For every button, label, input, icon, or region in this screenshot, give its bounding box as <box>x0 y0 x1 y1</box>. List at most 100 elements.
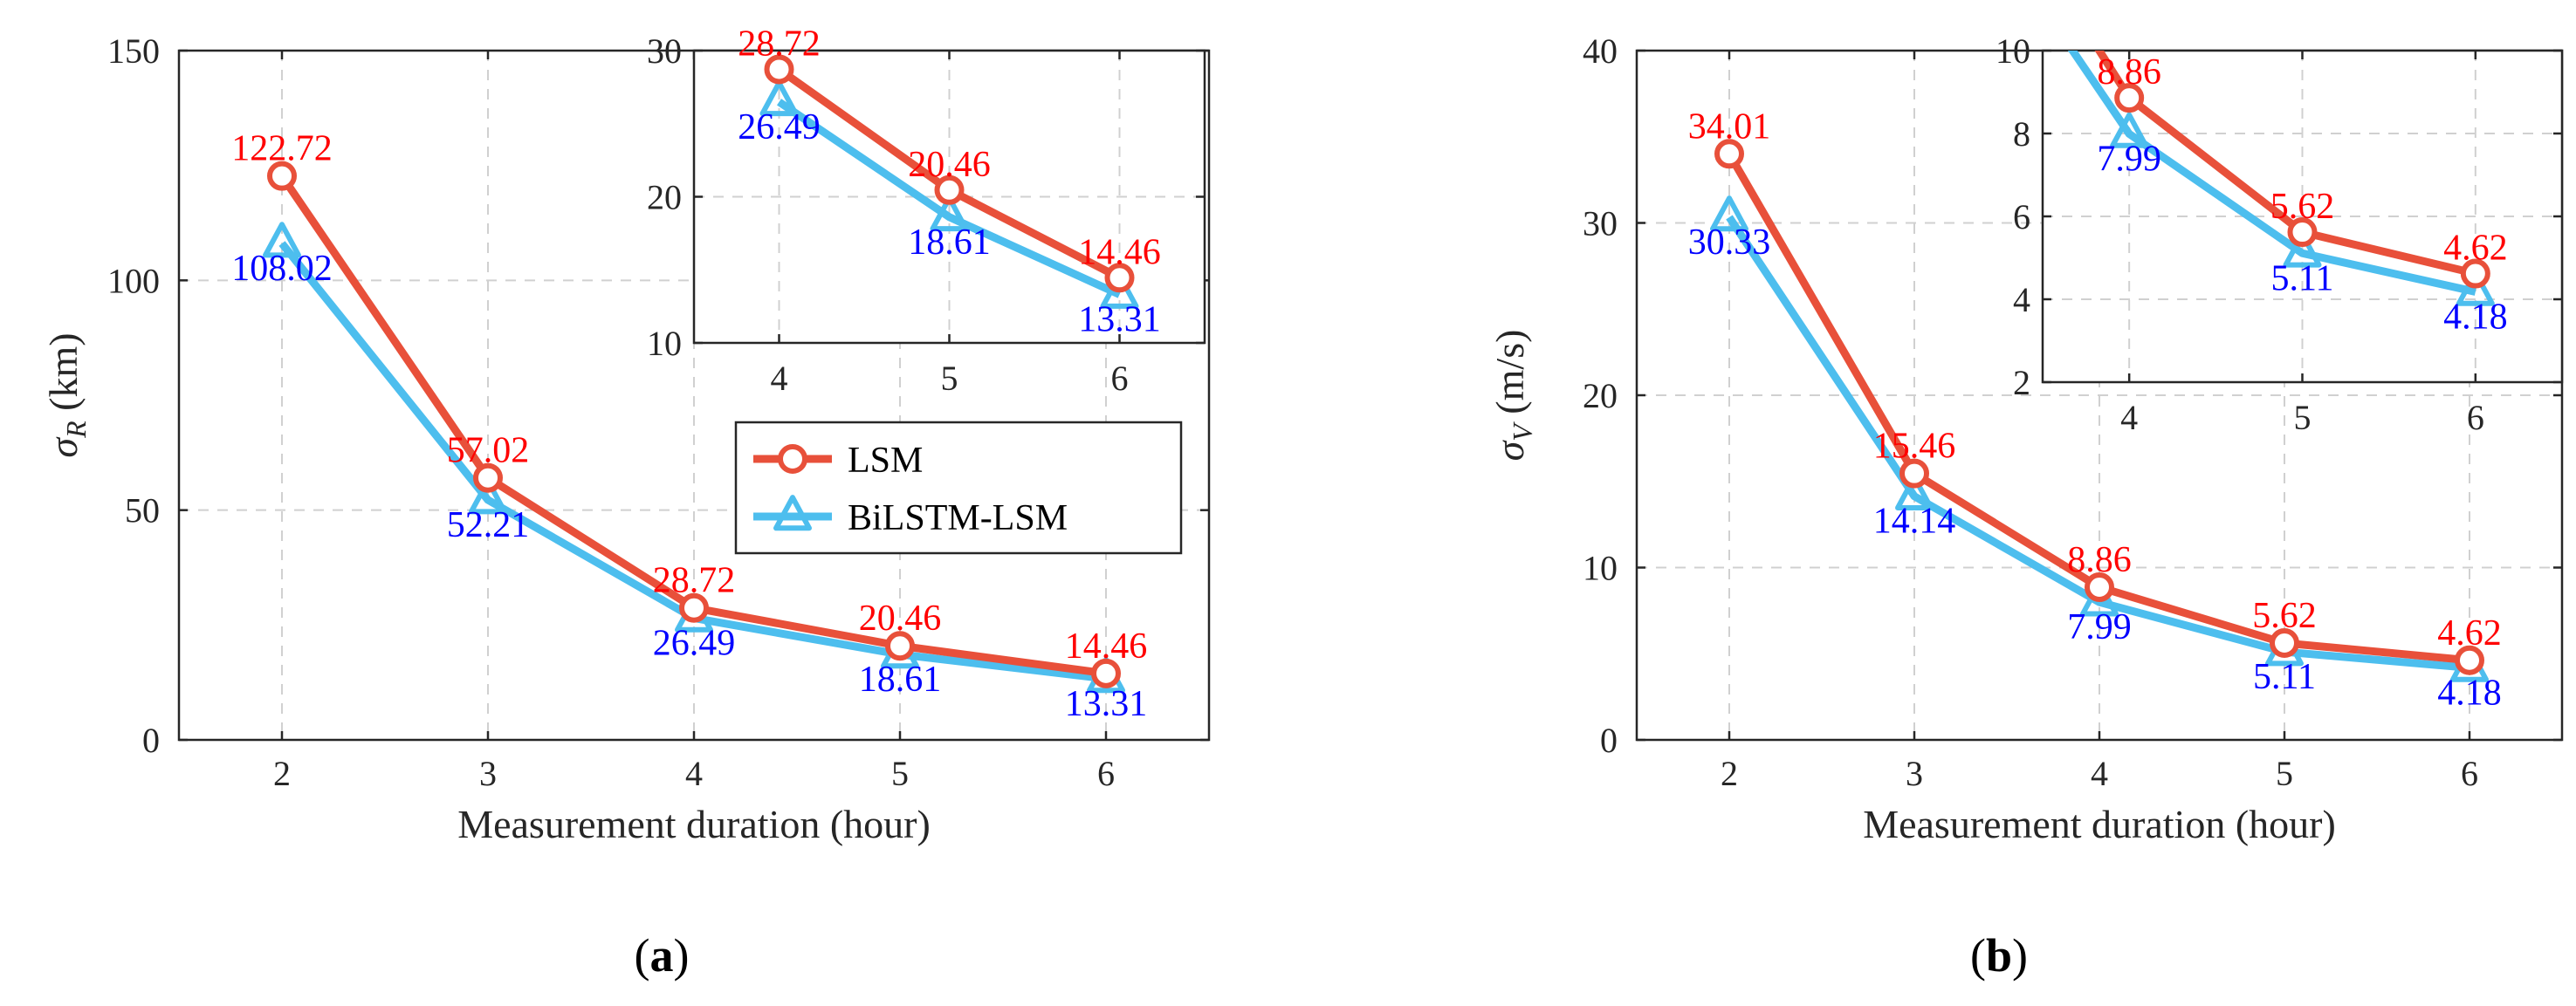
panel-b-inset-bilstm-data-label: 4.18 <box>2443 297 2508 337</box>
panel-b-bilstm-line <box>1726 215 2470 672</box>
panel-a-inset-tick-label-x: 6 <box>1111 359 1129 398</box>
panel-a-bilstm-data-label: 52.21 <box>447 505 530 545</box>
panel-b-inset-tick-label-x: 6 <box>2467 398 2484 437</box>
panel-a-inset-lsm-marker <box>1104 263 1135 293</box>
panel-b-main-ticks: 2 3 4 5 6 0 10 20 30 40 <box>1583 31 2562 793</box>
panel-b-inset-lsm-line <box>2094 51 2476 277</box>
panel-a-main-ticks: 2 3 4 5 6 0 50 100 150 <box>107 31 1209 793</box>
panel-a-main-tick-label-y: 100 <box>107 261 160 300</box>
panel-b-inset: 4 5 6 2 4 6 8 10 8.86 7.99 5.62 5.11 4.62 4.18 <box>1996 31 2564 437</box>
panel-b-inset-bilstm-marker <box>2283 231 2322 268</box>
panel-b-main-tick-label-y: 20 <box>1583 376 1618 415</box>
panel-a-xlabel: Measurement duration (hour) <box>457 802 931 846</box>
panel-b-inset-bilstm-marker <box>2110 112 2149 148</box>
panel-a-lsm-marker <box>885 631 915 661</box>
panel-b-inset-tick-label-x: 4 <box>2120 398 2138 437</box>
panel-b-inset-tick-label-y: 4 <box>2013 280 2030 319</box>
panel-a-main-tick-label-x: 2 <box>273 754 291 793</box>
panel-b-inset-grid <box>2043 51 2562 382</box>
panel-b-inset-lsm-marker <box>2287 217 2318 248</box>
panel-a-inset-bilstm-line <box>776 99 1122 298</box>
panel-b: 2 3 4 5 6 0 10 20 30 40 34.01 30.33 15.46 14.14 8.86 7.… <box>1487 31 2564 982</box>
panel-a-bilstm-marker <box>263 222 301 258</box>
panel-b-ylabel: σV (m/s) <box>1487 330 1538 462</box>
panel-b-lsm-data-label: 34.01 <box>1688 106 1771 147</box>
panel-a-inset-bilstm-marker <box>930 195 969 232</box>
panel-b-main-tick-label-y: 40 <box>1583 31 1618 71</box>
panel-b-inset-tick-label-x: 5 <box>2294 398 2312 437</box>
panel-b-lsm-data-label: 4.62 <box>2437 613 2502 654</box>
panel-a-bilstm-data-label: 26.49 <box>653 623 736 663</box>
panel-b-caption: (b) <box>1970 929 2028 982</box>
panel-b-inset-lsm-marker <box>2114 83 2145 113</box>
panel-a-inset-bilstm-data-label: 26.49 <box>738 107 821 147</box>
panel-a-inset-lsm-data-label: 14.46 <box>1078 232 1161 272</box>
panel-b-main-tick-label-y: 10 <box>1583 549 1618 588</box>
panel-b-lsm-marker <box>2085 572 2114 603</box>
panel-b-main-tick-label-x: 4 <box>2091 754 2108 793</box>
panel-b-lsm-data-label: 15.46 <box>1873 427 1956 467</box>
panel-a-inset-lsm-data-label: 20.46 <box>908 145 991 185</box>
panel-a-inset-lsm-data-label: 28.72 <box>738 24 821 64</box>
panel-a-inset-bilstm-marker <box>1100 272 1139 309</box>
panel-a-lsm-data-label: 20.46 <box>859 599 942 639</box>
panel-a-lsm-marker <box>1091 658 1121 688</box>
panel-b-inset-lsm-data-label: 8.86 <box>2097 52 2161 92</box>
panel-b-lsm-marker <box>1714 139 1744 169</box>
panel-a-inset-bilstm-marker <box>759 79 799 117</box>
legend-lsm-label: LSM <box>848 441 923 481</box>
panel-b-bilstm-marker <box>1895 474 1934 511</box>
panel-a-inset-lsm-marker <box>934 175 965 205</box>
panel-a-main-tick-label-x: 6 <box>1097 754 1115 793</box>
panel-a-inset-tick-label-y: 10 <box>647 324 682 363</box>
legend: LSM BiLSTM-LSM <box>734 421 1183 555</box>
panel-a-main-tick-label-y: 150 <box>107 31 160 71</box>
panel-a-inset-ticks: 4 5 6 10 20 30 <box>647 31 1205 398</box>
panel-b-lsm-marker <box>1899 458 1929 489</box>
panel-a-lsm-marker <box>267 161 297 191</box>
panel-b-lsm-data-label: 8.86 <box>2067 540 2132 580</box>
panel-b-bilstm-data-label: 14.14 <box>1873 502 1956 542</box>
panel-b-inset-lsm-marker <box>2460 258 2490 289</box>
panel-a-inset-tick-label-x: 4 <box>771 359 788 398</box>
legend-box <box>734 421 1183 555</box>
legend-bilstm-marker <box>773 495 812 531</box>
panel-a-lsm-data-label: 122.72 <box>231 129 333 169</box>
panel-b-inset-ticks: 4 5 6 2 4 6 8 10 <box>1996 31 2562 437</box>
panel-b-lsm-marker <box>2455 645 2484 675</box>
panel-b-inset-plot <box>2067 51 2495 306</box>
panel-b-bilstm-data-label: 5.11 <box>2253 657 2316 697</box>
panel-a-main-tick-label-y: 50 <box>125 491 160 530</box>
panel-a-inset-tick-label-y: 20 <box>647 178 682 217</box>
legend-lsm-marker <box>778 444 807 474</box>
panel-a-bilstm-data-label: 13.31 <box>1065 684 1148 724</box>
panel-b-main-tick-label-x: 3 <box>1906 754 1923 793</box>
panel-b-main-tick-label-y: 0 <box>1600 721 1618 760</box>
panel-a-main-tick-label-x: 5 <box>891 754 909 793</box>
panel-b-inset-tick-label-y: 6 <box>2013 197 2030 236</box>
panel-b-bilstm-data-label: 30.33 <box>1688 222 1771 263</box>
panel-a-bilstm-marker <box>469 478 507 515</box>
panel-a-main-tick-label-x: 4 <box>685 754 703 793</box>
panel-b-bilstm-data-label: 4.18 <box>2437 673 2502 713</box>
legend-bilstm-label: BiLSTM-LSM <box>848 498 1068 538</box>
panel-b-inset-bilstm-data-label: 7.99 <box>2097 139 2161 179</box>
panel-a-caption: (a) <box>635 929 690 982</box>
panel-a-main-tick-label-x: 3 <box>479 754 497 793</box>
panel-b-inset-lsm-data-label: 4.62 <box>2443 229 2508 269</box>
panel-a-lsm-data-label: 28.72 <box>653 561 736 601</box>
panel-b-main-tick-label-x: 2 <box>1721 754 1738 793</box>
panel-b-bilstm-marker <box>1710 195 1748 232</box>
panel-b-main-tick-label-x: 5 <box>2276 754 2293 793</box>
panel-a-bilstm-data-label: 18.61 <box>859 660 942 700</box>
panel-a-lsm-marker <box>473 462 503 493</box>
panel-a-lsm-marker <box>679 592 709 623</box>
panel-b-inset-bilstm-marker <box>2456 270 2495 306</box>
panel-a-inset-bilstm-data-label: 13.31 <box>1078 300 1161 340</box>
panel-a-inset: 4 5 6 10 20 30 28.72 26.49 20.46 18.61 14.46 13.31 <box>647 24 1206 398</box>
panel-b-inset-tick-label-y: 2 <box>2013 363 2030 402</box>
panel-b-inset-bilstm-data-label: 5.11 <box>2271 258 2334 298</box>
panel-a-inset-lsm-marker <box>764 54 794 85</box>
panel-b-bilstm-data-label: 7.99 <box>2067 607 2132 647</box>
